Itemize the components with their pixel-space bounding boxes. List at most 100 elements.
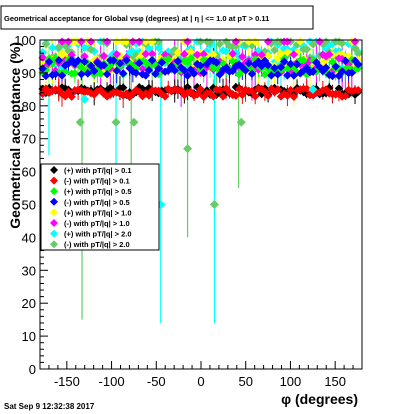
data-point <box>112 66 121 75</box>
data-point <box>144 91 154 100</box>
data-point <box>112 37 121 46</box>
data-point <box>183 71 192 80</box>
data-point <box>118 83 128 92</box>
data-point <box>151 69 160 79</box>
data-point <box>228 49 237 58</box>
y-tick-label: 80 <box>22 99 36 114</box>
x-tick-label: 150 <box>324 374 346 389</box>
x-axis-label: φ (degrees) <box>281 391 358 407</box>
data-point <box>86 88 96 98</box>
x-tick-label: 50 <box>238 374 252 389</box>
data-point <box>225 51 234 61</box>
chart-title: Geometrical acceptance for Global vsφ (d… <box>4 14 269 23</box>
data-point <box>54 43 63 52</box>
data-point <box>154 43 163 53</box>
data-point <box>283 48 292 57</box>
data-point <box>144 66 154 75</box>
data-point <box>57 49 67 58</box>
data-point <box>154 37 163 46</box>
data-point <box>257 61 266 71</box>
y-tick-label: 10 <box>22 329 36 344</box>
data-point <box>289 71 299 80</box>
data-point <box>286 59 295 69</box>
data-point <box>77 37 86 46</box>
data-point <box>48 86 57 95</box>
data-point <box>209 50 218 59</box>
legend-marker <box>50 208 58 217</box>
data-point <box>167 61 176 71</box>
data-point <box>112 58 121 67</box>
data-point <box>70 69 80 78</box>
y-tick-label: 40 <box>22 230 36 245</box>
data-point <box>193 90 202 99</box>
data-point <box>93 87 102 96</box>
data-point <box>354 85 363 95</box>
data-point <box>38 48 47 57</box>
data-point <box>247 69 257 79</box>
data-point <box>302 63 311 73</box>
y-axis-label: Geometrical acceptance (%) <box>7 42 23 229</box>
title-box <box>0 5 314 30</box>
data-point <box>96 69 105 79</box>
data-point <box>131 68 141 78</box>
data-point <box>54 56 63 65</box>
data-point <box>86 61 96 71</box>
data-point <box>167 51 176 60</box>
data-point <box>167 87 176 96</box>
data-point <box>199 68 208 78</box>
data-point <box>321 37 331 46</box>
data-point <box>289 50 299 59</box>
data-point <box>61 67 70 76</box>
data-point <box>318 66 328 76</box>
data-point <box>164 54 173 64</box>
data-point <box>228 57 237 66</box>
data-point <box>341 56 350 66</box>
data-point <box>325 70 334 80</box>
data-point <box>77 63 86 72</box>
data-point <box>48 59 57 68</box>
data-point <box>238 90 247 100</box>
data-point <box>99 89 109 98</box>
data-point <box>218 65 228 75</box>
data-point <box>302 45 311 54</box>
data-point <box>231 91 241 100</box>
data-point <box>44 57 54 67</box>
data-point <box>218 92 228 101</box>
data-point <box>215 39 224 49</box>
data-point <box>44 88 54 98</box>
data-point <box>70 59 80 68</box>
data-point <box>299 55 308 65</box>
legend-box <box>40 163 160 251</box>
data-point <box>228 66 237 76</box>
data-point <box>57 71 67 80</box>
data-point <box>99 61 109 70</box>
data-point <box>273 70 282 79</box>
data-point <box>292 86 302 95</box>
data-point <box>180 49 189 59</box>
data-point <box>48 43 57 53</box>
x-tick-label: 0 <box>197 374 204 389</box>
data-point <box>283 91 292 100</box>
data-point <box>144 44 154 53</box>
legend-entry: (+) with pT/|q| > 1.0 <box>64 208 132 217</box>
data-point <box>183 57 192 66</box>
data-point <box>308 67 318 76</box>
data-point <box>337 39 347 48</box>
data-point <box>270 63 279 73</box>
data-point <box>160 92 170 101</box>
data-point <box>273 54 282 64</box>
legend-entry: (+) with pT/|q| > 0.1 <box>64 166 132 175</box>
data-point <box>209 92 218 101</box>
data-point <box>102 69 112 79</box>
data-point <box>106 60 115 70</box>
legend-entry: (-) with pT/|q| > 0.5 <box>64 198 130 207</box>
data-point <box>86 45 96 54</box>
data-point <box>151 61 160 70</box>
data-point <box>147 37 157 46</box>
data-point <box>231 37 241 46</box>
data-point <box>157 58 167 67</box>
data-point <box>225 41 234 50</box>
legend-entry: (+) with pT/|q| > 0.5 <box>64 187 132 196</box>
data-points <box>38 37 363 209</box>
data-point <box>222 84 231 93</box>
